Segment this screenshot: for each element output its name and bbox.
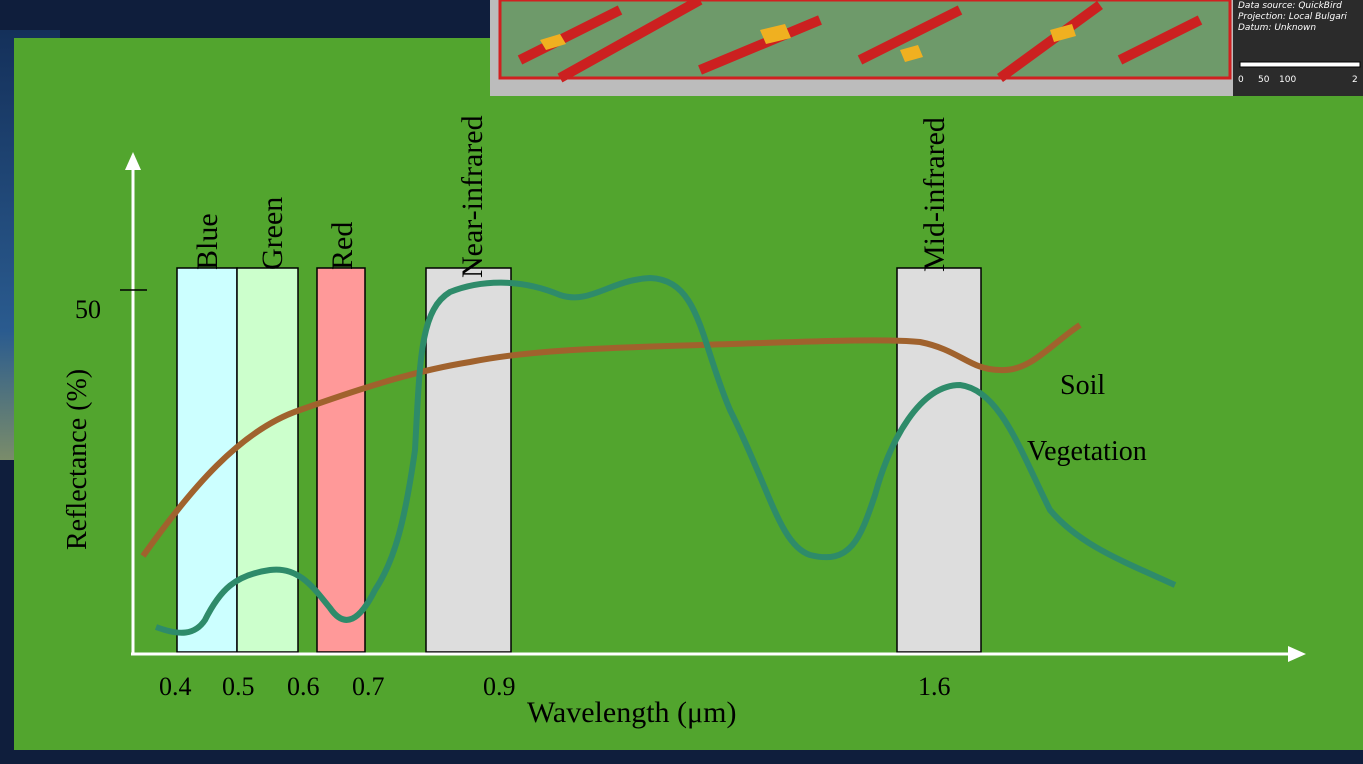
x-tick-label: 1.6 [918,672,951,701]
bands [176,267,982,653]
y-axis-label: Reflectance (%) [62,369,93,550]
band-labels: Blue Green Red Near-infrared Mid-infrare… [191,115,951,278]
x-tick-label: 0.4 [159,672,192,701]
x-arrow [1288,646,1306,662]
scale-bar [1239,61,1361,68]
band-label: Green [256,197,289,270]
band-label: Red [326,222,359,270]
scale-label: 2 [1352,75,1358,85]
x-tick-label: 0.7 [352,672,385,701]
x-axis-label: Wavelength (μm) [527,696,736,729]
band [176,267,238,653]
x-tick-label: 0.5 [222,672,255,701]
map-inset: Data source: QuickBird Projection: Local… [490,0,1363,96]
scale-label: 0 [1238,75,1244,85]
band [236,267,299,653]
vegetation-curve [154,274,1177,636]
band [425,267,512,653]
band-label: Near-infrared [456,115,489,278]
curve-label: Vegetation [1027,436,1147,467]
band-label: Mid-infrared [918,117,951,272]
inset-roads [517,0,1203,83]
axes [131,168,1292,656]
y-arrow [125,152,141,170]
inset-legend [1233,0,1363,96]
credit: Datum: Unknown [1238,23,1316,33]
credit: Data source: QuickBird [1238,1,1342,11]
x-tick-label: 0.9 [483,672,516,701]
credit: Projection: Local Bulgari [1238,12,1347,22]
band-label: Blue [191,213,224,270]
scale-label: 50 [1258,75,1270,85]
y-tick-label: 50 [75,295,101,324]
x-tick-label: 0.6 [287,672,320,701]
curve-label: Soil [1060,370,1105,401]
band [896,267,982,653]
band [316,267,366,653]
scale-label: 100 [1279,75,1296,85]
x-tick-labels: 0.4 0.5 0.6 0.7 0.9 1.6 [159,672,951,701]
soil-curve [140,322,1082,558]
